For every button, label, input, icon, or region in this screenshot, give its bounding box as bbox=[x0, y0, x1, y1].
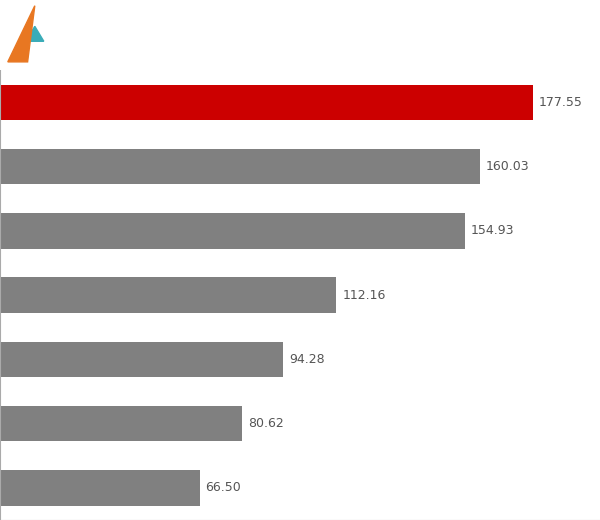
Text: Higher is better: Higher is better bbox=[69, 53, 193, 67]
Text: 177.55: 177.55 bbox=[539, 96, 583, 109]
Bar bbox=[0, 406, 242, 441]
Bar bbox=[0, 278, 337, 313]
Text: 80.62: 80.62 bbox=[248, 417, 284, 430]
Text: 66.50: 66.50 bbox=[205, 482, 241, 495]
Bar bbox=[0, 213, 465, 249]
Polygon shape bbox=[8, 6, 35, 62]
Polygon shape bbox=[8, 6, 62, 62]
Bar bbox=[0, 85, 533, 120]
Text: 112.16: 112.16 bbox=[343, 289, 386, 302]
Bar bbox=[0, 470, 199, 505]
Text: 154.93: 154.93 bbox=[471, 224, 514, 237]
Text: Full System Drive Benchmark Bandwidth (MBps): Full System Drive Benchmark Bandwidth (M… bbox=[69, 20, 600, 38]
Text: 160.03: 160.03 bbox=[486, 160, 530, 173]
Text: 94.28: 94.28 bbox=[289, 353, 325, 366]
Bar bbox=[0, 342, 283, 377]
Bar bbox=[0, 149, 480, 184]
Polygon shape bbox=[26, 27, 44, 41]
